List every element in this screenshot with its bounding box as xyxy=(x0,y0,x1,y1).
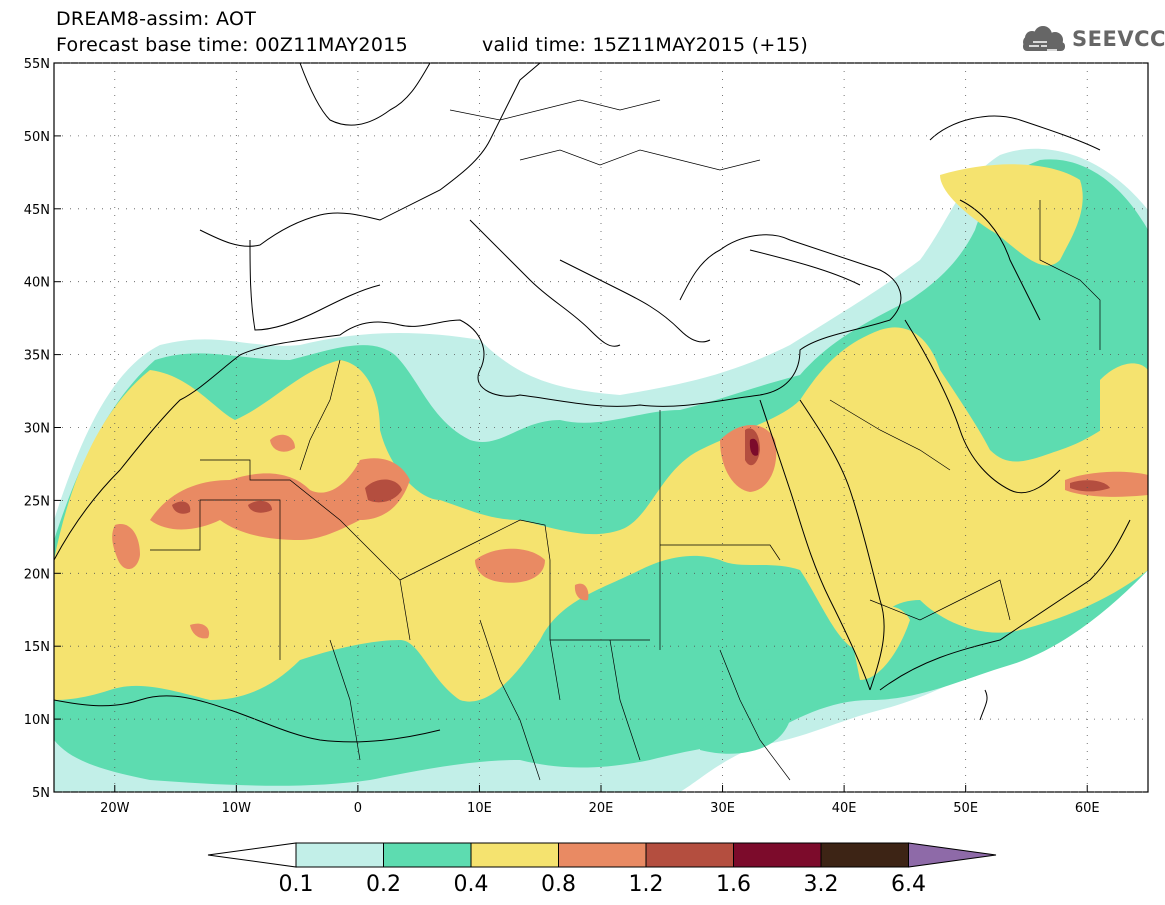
lon-label: 10E xyxy=(467,801,492,816)
lon-label: 40E xyxy=(832,801,857,816)
lat-label: 50N xyxy=(24,130,50,145)
aot-band-1.6 xyxy=(749,438,759,456)
lat-label: 20N xyxy=(24,567,50,582)
lon-label: 0 xyxy=(354,801,362,816)
valid-time: valid time: 15Z11MAY2015 (+15) xyxy=(482,34,809,56)
aot-band-0.4 xyxy=(54,164,1148,702)
colorbar-segment xyxy=(820,842,909,868)
colorbar-level-label: 1.6 xyxy=(716,872,751,897)
lon-label: 20E xyxy=(589,801,614,816)
colorbar-level-label: 0.8 xyxy=(541,872,576,897)
cloud-icon xyxy=(1023,26,1065,51)
lon-label: 50E xyxy=(953,801,978,816)
map-title: DREAM8-assim: AOT xyxy=(56,8,257,30)
colorbar-level-label: 6.4 xyxy=(891,872,926,897)
colorbar-level-label: 3.2 xyxy=(803,872,839,897)
colorbar-level-label: 0.4 xyxy=(453,872,489,897)
colorbar-segment xyxy=(295,842,384,868)
lon-label: 20W xyxy=(100,801,130,816)
graticule xyxy=(54,62,1148,793)
lat-label: 10N xyxy=(24,713,50,728)
lat-label: 5N xyxy=(32,786,50,801)
longitude-labels: 20W 10W 0 10E 20E 30E 40E 50E 60E xyxy=(100,801,1100,816)
logo-text: SEEVCCC xyxy=(1072,27,1165,51)
lat-label: 15N xyxy=(24,640,50,655)
colorbar xyxy=(207,842,997,868)
borders xyxy=(150,99,1101,781)
colorbar-level-label: 1.2 xyxy=(628,872,664,897)
colorbar-segment xyxy=(470,842,559,868)
colorbar-segment xyxy=(558,842,647,868)
lat-label: 35N xyxy=(24,349,50,364)
lat-label: 25N xyxy=(24,494,50,509)
coastlines xyxy=(54,63,1131,743)
forecast-base-time: Forecast base time: 00Z11MAY2015 xyxy=(56,34,408,56)
colorbar-level-label: 0.1 xyxy=(278,872,314,897)
lon-label: 60E xyxy=(1075,801,1100,816)
colorbar-segment xyxy=(733,842,822,868)
colorbar-segment xyxy=(645,842,734,868)
colorbar-segment xyxy=(383,842,472,868)
colorbar-under-arrow xyxy=(207,842,297,868)
colorbar-over-arrow xyxy=(908,842,997,868)
lon-label: 30E xyxy=(710,801,735,816)
lat-label: 45N xyxy=(24,203,50,218)
aot-field xyxy=(54,63,1148,792)
lat-label: 55N xyxy=(24,57,50,72)
lon-label: 10W xyxy=(222,801,252,816)
latitude-labels: 55N 50N 45N 40N 35N 30N 25N 20N 15N 10N 5N xyxy=(24,57,50,801)
colorbar-level-label: 0.2 xyxy=(366,872,401,897)
lat-label: 30N xyxy=(24,422,50,437)
lat-label: 40N xyxy=(24,276,50,291)
